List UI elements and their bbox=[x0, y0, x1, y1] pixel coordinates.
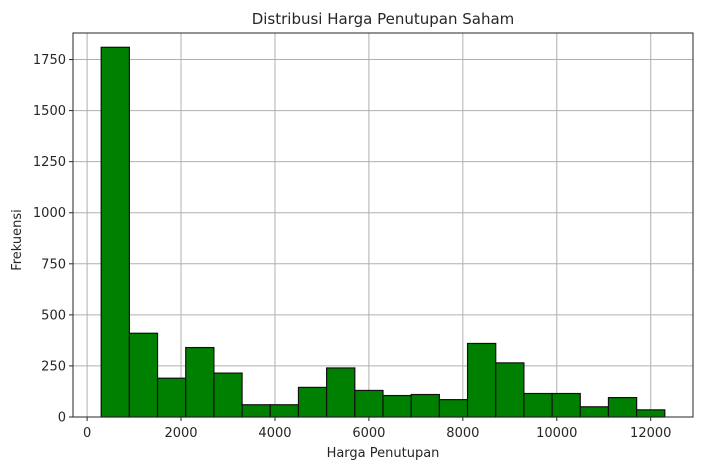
histogram-bar bbox=[636, 409, 666, 418]
histogram-bar bbox=[495, 362, 525, 418]
x-tick-label: 2000 bbox=[164, 426, 197, 441]
histogram-bars bbox=[100, 46, 666, 418]
x-tick-label: 8000 bbox=[446, 426, 479, 441]
histogram-bar bbox=[382, 394, 412, 418]
x-tick-label: 4000 bbox=[258, 426, 291, 441]
y-tick-label: 500 bbox=[41, 308, 66, 323]
y-axis-ticks: 0 250 500 750 1000 1250 1500 1750 bbox=[33, 53, 73, 426]
x-axis-ticks: 0 2000 4000 6000 8000 10000 12000 bbox=[83, 417, 671, 441]
histogram-bar bbox=[438, 399, 469, 418]
y-tick-label: 750 bbox=[41, 257, 66, 272]
y-tick-label: 1750 bbox=[33, 53, 66, 68]
histogram-bar bbox=[607, 396, 638, 418]
y-tick-label: 250 bbox=[41, 359, 66, 374]
plot-frame bbox=[72, 32, 694, 418]
y-tick-label: 1000 bbox=[33, 206, 66, 221]
histogram-bar bbox=[410, 393, 440, 418]
y-axis-label: Frekuensi bbox=[10, 209, 25, 271]
histogram-bar bbox=[326, 367, 356, 418]
histogram-bar bbox=[354, 389, 384, 418]
histogram-bar bbox=[128, 332, 159, 418]
histogram-bar bbox=[185, 346, 215, 418]
x-tick-label: 10000 bbox=[536, 426, 577, 441]
y-tick-label: 1500 bbox=[33, 104, 66, 119]
chart-title: Distribusi Harga Penutupan Saham bbox=[252, 10, 515, 28]
y-tick-label: 0 bbox=[58, 411, 66, 426]
histogram-bar bbox=[213, 372, 243, 418]
histogram-bar bbox=[156, 377, 187, 418]
histogram-bar bbox=[297, 386, 328, 418]
x-tick-label: 12000 bbox=[630, 426, 671, 441]
grid-lines bbox=[73, 33, 693, 418]
x-axis-label: Harga Penutupan bbox=[327, 446, 440, 461]
histogram-bar bbox=[269, 404, 300, 418]
x-tick-label: 0 bbox=[83, 426, 91, 441]
x-tick-label: 6000 bbox=[352, 426, 385, 441]
histogram-bar bbox=[241, 404, 271, 418]
histogram-bar bbox=[551, 392, 581, 418]
y-tick-label: 1250 bbox=[33, 155, 66, 170]
histogram-bar bbox=[100, 46, 130, 418]
histogram-bar bbox=[579, 406, 610, 418]
histogram-bar bbox=[466, 342, 497, 418]
histogram-bar bbox=[523, 392, 553, 418]
